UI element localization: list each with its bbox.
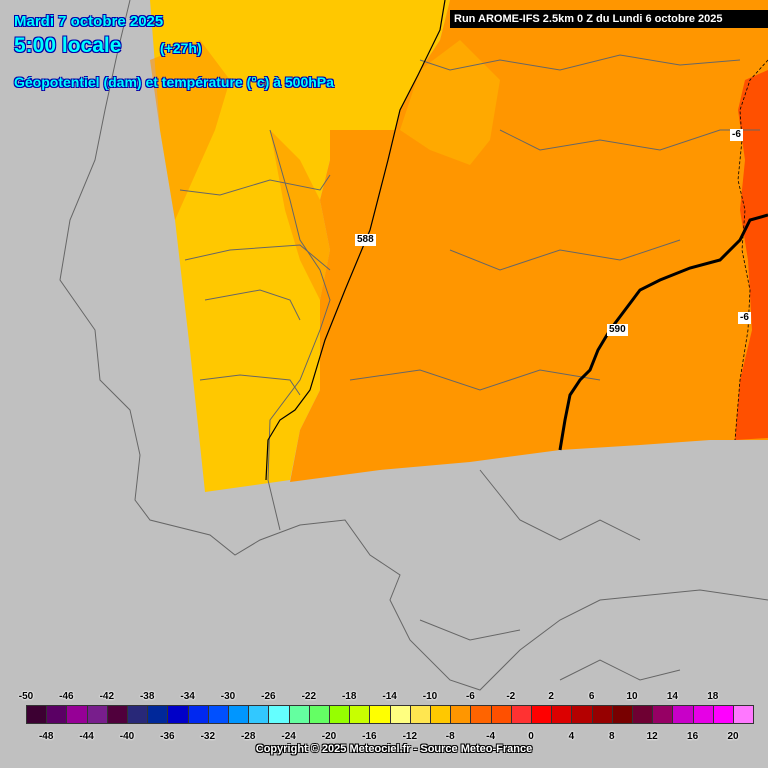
legend-label-bottom: -36 — [160, 731, 175, 742]
run-banner: Run AROME-IFS 2.5km 0 Z du Lundi 6 octob… — [450, 10, 768, 28]
legend-label-bottom: -28 — [240, 731, 256, 742]
legend-swatch — [430, 705, 452, 724]
forecast-lead: (+27h) — [160, 40, 202, 56]
legend-swatch — [248, 705, 270, 724]
legend-swatch — [167, 705, 189, 724]
legend-swatch — [329, 705, 351, 724]
legend-swatch — [551, 705, 573, 724]
legend-label-top: -18 — [341, 691, 357, 702]
legend-label-top: 10 — [626, 691, 638, 702]
legend-swatch — [470, 705, 492, 724]
legend-label-top: -22 — [301, 691, 317, 702]
legend-swatch — [26, 705, 48, 724]
legend-label-top: 18 — [707, 691, 719, 702]
legend-swatch — [531, 705, 553, 724]
legend-label-top: -14 — [382, 691, 397, 702]
legend-swatch — [632, 705, 654, 724]
contour-label-588: 588 — [355, 234, 376, 246]
legend-swatch — [46, 705, 68, 724]
legend-swatch — [490, 705, 512, 724]
legend-label-top: -38 — [139, 691, 155, 702]
legend-label-top: -6 — [465, 691, 475, 702]
forecast-time: 5:00 locale — [14, 34, 122, 57]
legend-label-bottom: -16 — [362, 731, 377, 742]
legend-swatch — [86, 705, 108, 724]
legend-label-bottom: -20 — [321, 731, 337, 742]
contour-588 — [265, 0, 446, 481]
isotherm-label-top: -6 — [730, 129, 743, 141]
legend-label-bottom: 4 — [568, 731, 575, 742]
legend-swatch — [409, 705, 431, 724]
legend-label-top: -46 — [59, 691, 74, 702]
legend-label-top: -42 — [99, 691, 115, 702]
legend-swatch — [288, 705, 310, 724]
legend-label-bottom: -32 — [200, 731, 216, 742]
legend-label-bottom: -44 — [79, 731, 94, 742]
legend-swatch — [389, 705, 411, 724]
isotherm-minus6 — [734, 59, 768, 441]
legend-swatch — [369, 705, 391, 724]
legend-label-top: 6 — [588, 691, 595, 702]
legend-swatch — [308, 705, 330, 724]
legend-swatch — [228, 705, 250, 724]
contour-590 — [558, 213, 768, 451]
legend-swatch — [127, 705, 149, 724]
legend-swatch — [510, 705, 532, 724]
legend-label-bottom: -8 — [445, 731, 455, 742]
border-lines — [59, 0, 768, 691]
legend-swatch — [66, 705, 88, 724]
legend-swatch — [652, 705, 674, 724]
contour-label-590: 590 — [607, 324, 628, 336]
temp-zone-red — [735, 70, 768, 440]
legend-label-top: -26 — [261, 691, 276, 702]
legend-label-top: -50 — [18, 691, 34, 702]
legend-label-bottom: 12 — [646, 731, 658, 742]
legend-swatch — [591, 705, 613, 724]
legend-swatch — [450, 705, 472, 724]
legend-swatch — [187, 705, 209, 724]
forecast-date: Mardi 7 octobre 2025 — [14, 13, 164, 30]
temp-zone-transition — [400, 40, 500, 165]
temp-zone-transition-west — [150, 40, 230, 220]
legend-swatch — [611, 705, 633, 724]
isotherm-label-mid: -6 — [738, 312, 751, 324]
legend-label-top: -30 — [220, 691, 236, 702]
legend-swatch — [733, 705, 755, 724]
legend-label-top: -34 — [180, 691, 195, 702]
legend-swatch — [207, 705, 229, 724]
legend-label-bottom: 8 — [609, 731, 615, 742]
parameter-title: Géopotentiel (dam) et température (°c) à… — [14, 74, 334, 90]
color-legend: -50 -46 -42 -38 -34 -30 -26 -22 -18 -14 -10 -6 -2 2 6 1… — [0, 688, 768, 768]
legend-swatch — [349, 705, 371, 724]
copyright: Copyright © 2025 Meteociel.fr - Source M… — [255, 743, 533, 755]
legend-swatch — [672, 705, 694, 724]
legend-swatch — [268, 705, 290, 724]
legend-label-bottom: -4 — [486, 731, 496, 742]
legend-label-bottom: -40 — [119, 731, 135, 742]
legend-label-top: -10 — [422, 691, 438, 702]
legend-label-bottom: -24 — [281, 731, 296, 742]
legend-label-bottom: -48 — [38, 731, 54, 742]
legend-label-bottom: -12 — [402, 731, 418, 742]
legend-swatch — [692, 705, 714, 724]
legend-label-bottom: 16 — [687, 731, 699, 742]
legend-swatch — [571, 705, 593, 724]
legend-swatch — [712, 705, 734, 724]
legend-swatch — [106, 705, 128, 724]
legend-label-top: 14 — [666, 691, 678, 702]
legend-label-top: -2 — [506, 691, 516, 702]
legend-label-bottom: 0 — [528, 731, 534, 742]
legend-swatch — [147, 705, 169, 724]
legend-label-top: 2 — [548, 691, 554, 702]
legend-label-bottom: 20 — [727, 731, 739, 742]
